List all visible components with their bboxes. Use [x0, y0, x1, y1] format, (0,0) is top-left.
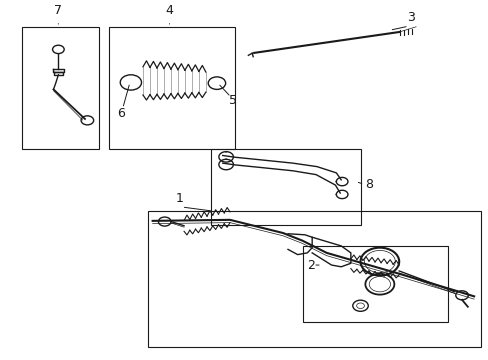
Text: 1: 1	[175, 192, 183, 205]
Bar	[302, 246, 447, 323]
Bar	[22, 27, 99, 149]
Text: 8: 8	[365, 178, 373, 191]
Text: 7: 7	[54, 4, 62, 17]
Bar	[210, 149, 360, 225]
Text: 6: 6	[117, 107, 125, 120]
Text: 4: 4	[165, 4, 173, 17]
Bar	[109, 27, 234, 149]
Text: 5: 5	[229, 94, 237, 107]
Text: 2: 2	[306, 258, 314, 271]
Text: 3: 3	[407, 12, 414, 24]
Bar	[147, 211, 480, 347]
